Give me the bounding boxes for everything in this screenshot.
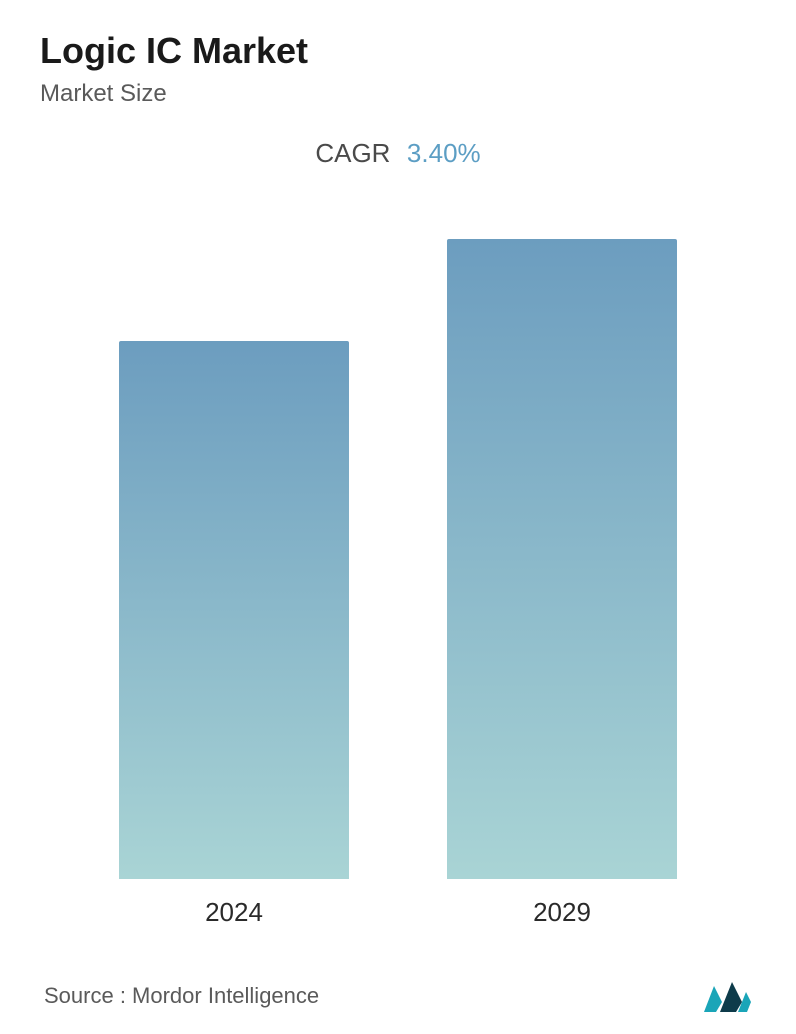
page-subtitle: Market Size — [40, 80, 756, 108]
bar-group: 2029 — [447, 229, 677, 928]
cagr-label: CAGR — [315, 138, 390, 168]
footer: Source : Mordor Intelligence — [40, 978, 756, 1014]
cagr-value: 3.40% — [407, 138, 481, 168]
bar — [447, 239, 677, 879]
source-text: Source : Mordor Intelligence — [44, 983, 319, 1009]
bar-label: 2024 — [205, 897, 263, 928]
bar-label: 2029 — [533, 897, 591, 928]
bar — [119, 341, 349, 879]
page-title: Logic IC Market — [40, 30, 756, 72]
bar-chart: 2024 2029 — [40, 229, 756, 928]
mordor-logo-icon — [702, 978, 752, 1014]
cagr-row: CAGR 3.40% — [40, 138, 756, 169]
bar-group: 2024 — [119, 229, 349, 928]
